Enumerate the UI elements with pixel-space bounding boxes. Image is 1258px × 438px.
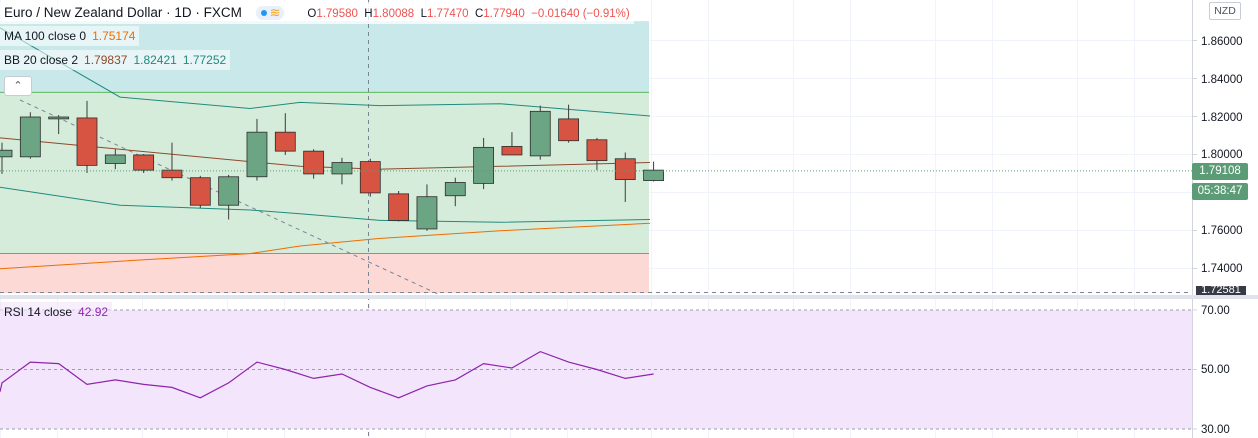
candle-body [643, 169, 664, 181]
symbol-title: Euro / New Zealand Dollar · 1D · FXCM [4, 5, 242, 20]
price-tick: 1.74000 [1201, 263, 1243, 275]
bb-lower-line [0, 186, 651, 223]
candle-body [104, 154, 126, 164]
trend-line [19, 99, 441, 296]
candle-body [76, 117, 98, 166]
candle [529, 105, 551, 160]
ma100-line [0, 222, 651, 270]
candle-body [529, 110, 551, 157]
price-tick: 1.84000 [1201, 74, 1243, 86]
candle [643, 161, 664, 182]
bb-basis-line [0, 137, 651, 170]
green-zone [0, 92, 649, 254]
red-zone [0, 253, 649, 293]
candle-body [359, 161, 381, 194]
candle [558, 104, 579, 143]
candle-body [274, 131, 296, 152]
candle-body [48, 116, 70, 120]
candle [274, 113, 296, 155]
ma-label: MA 100 close 0 [4, 29, 87, 43]
rsi-label: RSI 14 close [4, 305, 73, 319]
chevron-up-icon[interactable]: ⌃ [4, 76, 32, 96]
bb-lower-value: 1.77252 [182, 53, 227, 67]
candle [19, 112, 41, 159]
candle-body [218, 176, 240, 206]
candle-body [501, 146, 523, 156]
candle [473, 137, 495, 190]
pane-separator [0, 295, 1258, 299]
candle [303, 149, 325, 179]
symbol-header: Euro / New Zealand Dollar · 1D · FXCM ≋ … [0, 2, 634, 24]
ohlc-close: 1.77940 [483, 8, 525, 20]
candle [76, 100, 98, 173]
candle-body [161, 169, 183, 179]
candle [388, 191, 410, 222]
candle [189, 175, 211, 209]
candle [0, 142, 13, 174]
candle [104, 149, 126, 170]
candle-body [388, 193, 410, 221]
ohlc-change: −0.01640 (−0.91%) [531, 8, 630, 20]
candle [416, 184, 438, 231]
ma-legend[interactable]: MA 100 close 0 1.75174 [0, 26, 140, 46]
price-tick: 1.86000 [1201, 36, 1243, 48]
price-tick: 1.82000 [1201, 112, 1243, 124]
price-scale [1192, 0, 1258, 438]
price-tick: 1.80000 [1201, 149, 1243, 161]
ohlc-open: 1.79580 [316, 8, 358, 20]
bb-basis-value: 1.79837 [84, 53, 128, 67]
candle [586, 137, 608, 171]
price-tick: 1.76000 [1201, 225, 1243, 237]
rsi-line [0, 350, 654, 399]
bb-label: BB 20 close 2 [4, 53, 79, 67]
ohlc-low: 1.77470 [426, 8, 469, 20]
rsi-tick: 30.00 [1201, 424, 1230, 436]
bb-upper-value: 1.82421 [133, 53, 177, 67]
rsi-legend[interactable]: RSI 14 close 42.92 [0, 302, 113, 322]
candle-body [473, 146, 495, 184]
bar-countdown-label: 05:38:47 [1192, 183, 1248, 200]
ohlc-high-key: H [364, 8, 373, 20]
candle [218, 174, 240, 220]
candle-body [586, 139, 608, 162]
rsi-tick: 70.00 [1201, 305, 1230, 317]
currency-badge[interactable]: NZD [1209, 2, 1241, 20]
candle [48, 115, 70, 135]
candle [331, 157, 353, 185]
market-status-icon: ≋ [255, 5, 284, 21]
candle-body [189, 177, 211, 206]
candle-body [444, 182, 466, 197]
candle [614, 152, 636, 203]
candle-body [614, 158, 636, 181]
candle-body [558, 118, 579, 142]
candle [133, 154, 155, 173]
ohlc-high: 1.80088 [372, 8, 415, 20]
candle [359, 158, 381, 197]
ohlc-low-key: L [420, 8, 427, 20]
candle-body [0, 149, 13, 158]
bb-legend[interactable]: BB 20 close 2 1.79837 1.82421 1.77252 [0, 50, 231, 70]
rsi-tick: 50.00 [1201, 364, 1230, 376]
ohlc-close-key: C [474, 8, 484, 20]
candle-body [416, 196, 438, 230]
candle [161, 142, 183, 181]
ohlc-open-key: O [307, 8, 317, 20]
crosshair-price-label: 1.72581 [1196, 286, 1246, 295]
current-price-label: 1.79108 [1192, 163, 1248, 180]
candle [246, 118, 268, 181]
candle-body [331, 162, 353, 175]
ma-value: 1.75174 [92, 29, 136, 43]
candle-body [19, 116, 41, 158]
bb-upper-line [0, 27, 651, 117]
candle [501, 132, 523, 156]
candle-body [303, 150, 325, 175]
candle-body [133, 154, 155, 171]
ohlc-values: O1.79580 H1.80088 L1.77470 C1.77940 −0.0… [307, 8, 629, 20]
candle-body [246, 131, 268, 178]
rsi-value: 42.92 [78, 305, 109, 319]
candle [444, 177, 466, 207]
